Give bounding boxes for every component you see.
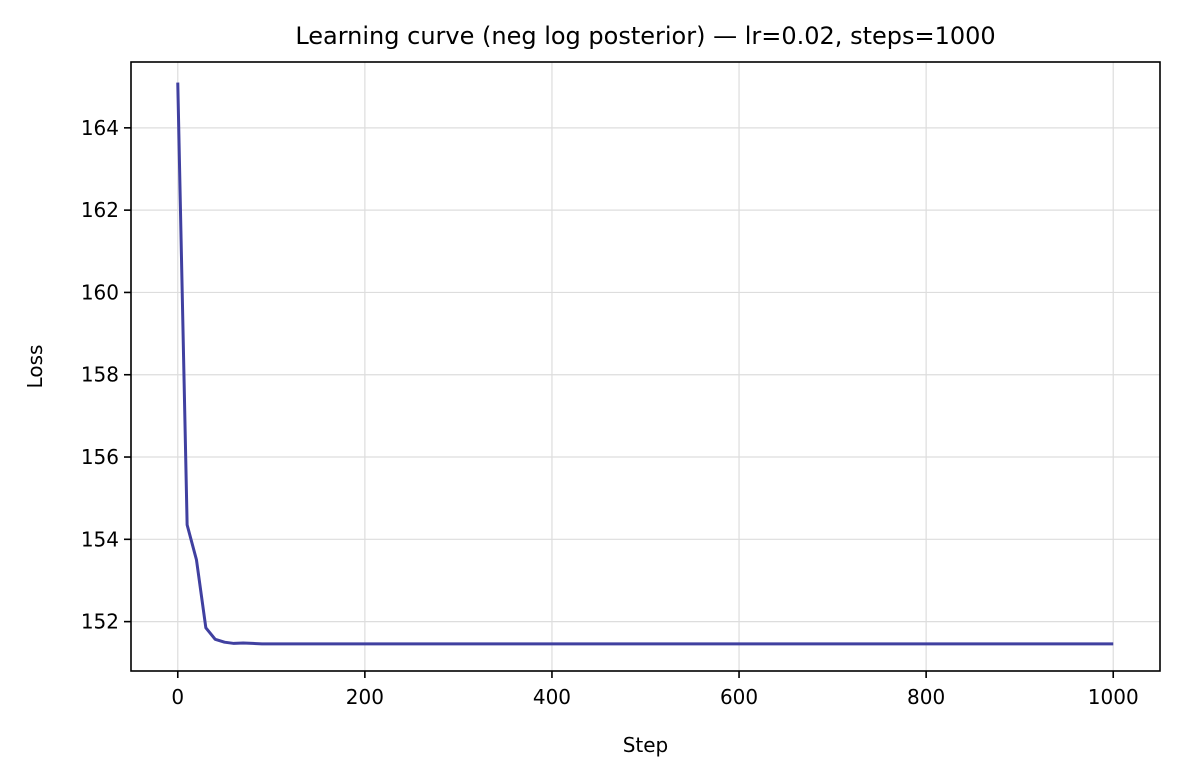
x-axis-label: Step: [623, 733, 669, 757]
x-tick-label: 400: [533, 685, 571, 709]
grid-lines: [131, 62, 1160, 671]
x-axis-ticks: 0 200 400 600 800 1000: [171, 671, 1139, 709]
y-tick-label: 160: [81, 280, 119, 304]
plot-frame: [130, 61, 1161, 672]
loss-series-line: [176, 82, 1114, 646]
series-layer: [176, 82, 1114, 646]
y-tick-label: 156: [81, 445, 119, 469]
y-tick-label: 164: [81, 116, 119, 140]
x-tick-label: 0: [171, 685, 184, 709]
chart-title: Learning curve (neg log posterior) — lr=…: [295, 22, 995, 50]
x-tick-label: 1000: [1088, 685, 1139, 709]
x-tick-label: 800: [907, 685, 945, 709]
y-tick-label: 152: [81, 610, 119, 634]
y-axis-ticks: 152 154 156 158 160 162 164: [81, 116, 131, 634]
x-tick-label: 200: [346, 685, 384, 709]
x-tick-label: 600: [720, 685, 758, 709]
y-axis-label: Loss: [23, 345, 47, 389]
y-tick-label: 162: [81, 198, 119, 222]
y-tick-label: 158: [81, 363, 119, 387]
y-tick-label: 154: [81, 527, 119, 551]
